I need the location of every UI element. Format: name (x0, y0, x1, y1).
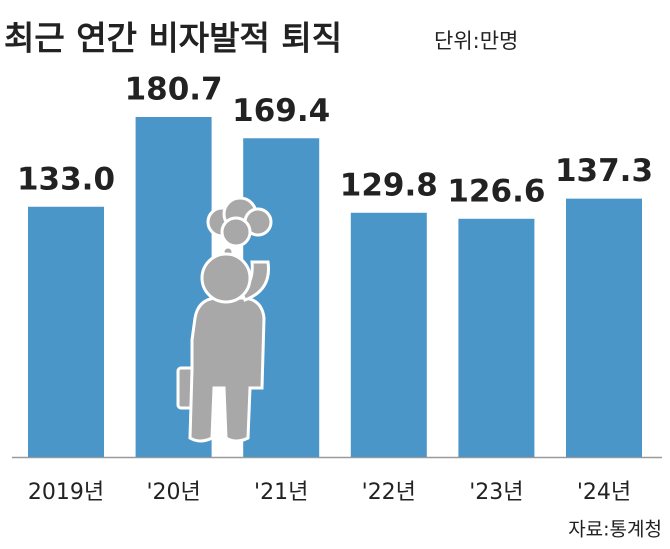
bar (243, 138, 320, 457)
x-tick-label: '21년 (254, 480, 308, 505)
source: 자료:통계청 (568, 519, 662, 541)
value-label: 129.8 (340, 167, 438, 203)
bar (350, 212, 427, 457)
x-tick-label: '22년 (362, 480, 416, 505)
bars (28, 117, 642, 457)
unit-label: 단위:만명 (434, 29, 518, 53)
value-label: 180.7 (125, 72, 223, 108)
value-label: 169.4 (232, 93, 330, 129)
value-label: 137.3 (555, 153, 653, 189)
chart-title: 최근 연간 비자발적 퇴직 (4, 19, 342, 58)
x-tick-label: 2019년 (28, 480, 104, 505)
bar (566, 198, 642, 457)
value-label: 133.0 (17, 161, 115, 197)
bar (458, 218, 535, 457)
value-label: 126.6 (447, 173, 545, 209)
x-tick-label: '24년 (577, 480, 631, 505)
x-tick-label: '23년 (469, 480, 523, 505)
bar (28, 206, 104, 457)
illustration (176, 196, 273, 443)
x-tick-label: '20년 (146, 480, 200, 505)
